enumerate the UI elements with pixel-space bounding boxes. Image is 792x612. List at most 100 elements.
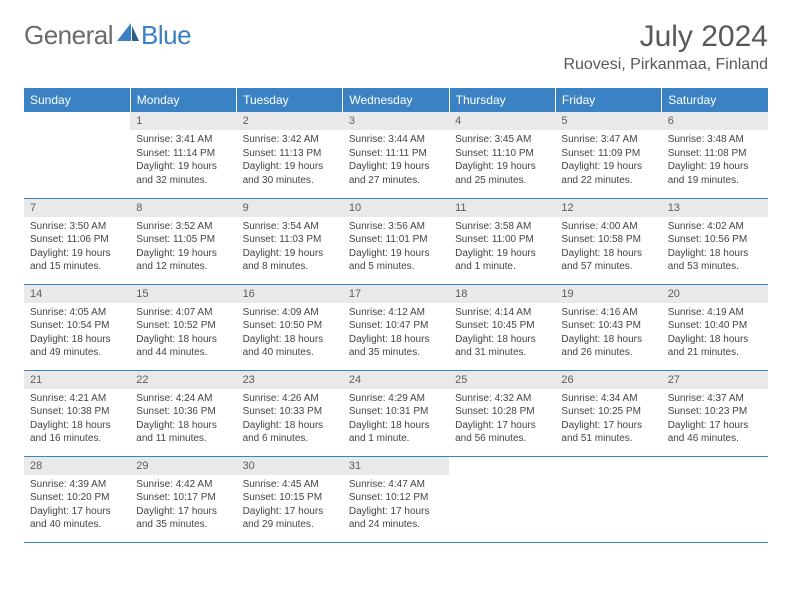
day-number: 31 <box>343 457 449 475</box>
day-details: Sunrise: 4:42 AMSunset: 10:17 PMDaylight… <box>130 475 236 536</box>
sunset-line: Sunset: 11:03 PM <box>243 233 337 247</box>
day-details: Sunrise: 3:44 AMSunset: 11:11 PMDaylight… <box>343 130 449 191</box>
sunrise-line: Sunrise: 4:05 AM <box>30 306 124 320</box>
calendar-day-empty: . <box>24 112 130 198</box>
calendar-day: 29Sunrise: 4:42 AMSunset: 10:17 PMDaylig… <box>130 456 236 542</box>
sunset-line: Sunset: 10:25 PM <box>561 405 655 419</box>
day-details: Sunrise: 3:47 AMSunset: 11:09 PMDaylight… <box>555 130 661 191</box>
daylight-line: Daylight: 18 hours and 31 minutes. <box>455 333 549 360</box>
daylight-line: Daylight: 18 hours and 35 minutes. <box>349 333 443 360</box>
calendar-body: .1Sunrise: 3:41 AMSunset: 11:14 PMDaylig… <box>24 112 768 542</box>
daylight-line: Daylight: 17 hours and 35 minutes. <box>136 505 230 532</box>
daylight-line: Daylight: 18 hours and 1 minute. <box>349 419 443 446</box>
day-number: 30 <box>237 457 343 475</box>
sunset-line: Sunset: 11:14 PM <box>136 147 230 161</box>
day-details: Sunrise: 4:47 AMSunset: 10:12 PMDaylight… <box>343 475 449 536</box>
sunset-line: Sunset: 10:15 PM <box>243 491 337 505</box>
calendar-day: 14Sunrise: 4:05 AMSunset: 10:54 PMDaylig… <box>24 284 130 370</box>
calendar-row: 7Sunrise: 3:50 AMSunset: 11:06 PMDayligh… <box>24 198 768 284</box>
day-number: 9 <box>237 199 343 217</box>
calendar-day: 15Sunrise: 4:07 AMSunset: 10:52 PMDaylig… <box>130 284 236 370</box>
day-details: Sunrise: 3:41 AMSunset: 11:14 PMDaylight… <box>130 130 236 191</box>
day-details: Sunrise: 3:54 AMSunset: 11:03 PMDaylight… <box>237 217 343 278</box>
day-number: 4 <box>449 112 555 130</box>
sunset-line: Sunset: 11:06 PM <box>30 233 124 247</box>
calendar-day: 24Sunrise: 4:29 AMSunset: 10:31 PMDaylig… <box>343 370 449 456</box>
sunset-line: Sunset: 11:09 PM <box>561 147 655 161</box>
calendar-day: 10Sunrise: 3:56 AMSunset: 11:01 PMDaylig… <box>343 198 449 284</box>
sunrise-line: Sunrise: 3:52 AM <box>136 220 230 234</box>
calendar-day: 26Sunrise: 4:34 AMSunset: 10:25 PMDaylig… <box>555 370 661 456</box>
day-number: 28 <box>24 457 130 475</box>
calendar-day: 4Sunrise: 3:45 AMSunset: 11:10 PMDayligh… <box>449 112 555 198</box>
sunset-line: Sunset: 10:45 PM <box>455 319 549 333</box>
sunrise-line: Sunrise: 4:02 AM <box>668 220 762 234</box>
sunrise-line: Sunrise: 4:00 AM <box>561 220 655 234</box>
calendar-day: 6Sunrise: 3:48 AMSunset: 11:08 PMDayligh… <box>662 112 768 198</box>
sunset-line: Sunset: 10:17 PM <box>136 491 230 505</box>
sunset-line: Sunset: 10:33 PM <box>243 405 337 419</box>
day-details: Sunrise: 4:05 AMSunset: 10:54 PMDaylight… <box>24 303 130 364</box>
day-number: 23 <box>237 371 343 389</box>
daylight-line: Daylight: 19 hours and 5 minutes. <box>349 247 443 274</box>
day-number: 2 <box>237 112 343 130</box>
sunset-line: Sunset: 10:31 PM <box>349 405 443 419</box>
sunset-line: Sunset: 10:52 PM <box>136 319 230 333</box>
logo-text-blue: Blue <box>141 20 191 51</box>
day-number: 14 <box>24 285 130 303</box>
day-number: 12 <box>555 199 661 217</box>
sunrise-line: Sunrise: 4:21 AM <box>30 392 124 406</box>
weekday-header: Monday <box>130 88 236 112</box>
day-number: 21 <box>24 371 130 389</box>
day-details: Sunrise: 4:37 AMSunset: 10:23 PMDaylight… <box>662 389 768 450</box>
calendar-row: 14Sunrise: 4:05 AMSunset: 10:54 PMDaylig… <box>24 284 768 370</box>
day-details: Sunrise: 4:39 AMSunset: 10:20 PMDaylight… <box>24 475 130 536</box>
day-number: 15 <box>130 285 236 303</box>
calendar-row: 28Sunrise: 4:39 AMSunset: 10:20 PMDaylig… <box>24 456 768 542</box>
sunrise-line: Sunrise: 4:37 AM <box>668 392 762 406</box>
day-details: Sunrise: 3:56 AMSunset: 11:01 PMDaylight… <box>343 217 449 278</box>
sunrise-line: Sunrise: 4:07 AM <box>136 306 230 320</box>
weekday-header: Friday <box>555 88 661 112</box>
sunset-line: Sunset: 10:47 PM <box>349 319 443 333</box>
day-details: Sunrise: 4:16 AMSunset: 10:43 PMDaylight… <box>555 303 661 364</box>
sunset-line: Sunset: 11:05 PM <box>136 233 230 247</box>
sunset-line: Sunset: 10:28 PM <box>455 405 549 419</box>
sunset-line: Sunset: 10:36 PM <box>136 405 230 419</box>
weekday-header: Tuesday <box>237 88 343 112</box>
day-number: 27 <box>662 371 768 389</box>
sunset-line: Sunset: 11:01 PM <box>349 233 443 247</box>
calendar-day-empty: . <box>449 456 555 542</box>
day-details: Sunrise: 4:00 AMSunset: 10:58 PMDaylight… <box>555 217 661 278</box>
day-details: Sunrise: 4:24 AMSunset: 10:36 PMDaylight… <box>130 389 236 450</box>
daylight-line: Daylight: 19 hours and 30 minutes. <box>243 160 337 187</box>
daylight-line: Daylight: 17 hours and 29 minutes. <box>243 505 337 532</box>
sail-icon <box>117 23 139 41</box>
day-details: Sunrise: 4:09 AMSunset: 10:50 PMDaylight… <box>237 303 343 364</box>
daylight-line: Daylight: 19 hours and 8 minutes. <box>243 247 337 274</box>
day-number: 20 <box>662 285 768 303</box>
calendar-day: 28Sunrise: 4:39 AMSunset: 10:20 PMDaylig… <box>24 456 130 542</box>
day-number: 13 <box>662 199 768 217</box>
calendar-day: 2Sunrise: 3:42 AMSunset: 11:13 PMDayligh… <box>237 112 343 198</box>
calendar-day-empty: . <box>555 456 661 542</box>
weekday-header-row: SundayMondayTuesdayWednesdayThursdayFrid… <box>24 88 768 112</box>
day-number: 19 <box>555 285 661 303</box>
day-details: Sunrise: 3:50 AMSunset: 11:06 PMDaylight… <box>24 217 130 278</box>
day-details: Sunrise: 4:34 AMSunset: 10:25 PMDaylight… <box>555 389 661 450</box>
sunrise-line: Sunrise: 3:48 AM <box>668 133 762 147</box>
month-title: July 2024 <box>563 20 768 54</box>
sunset-line: Sunset: 10:40 PM <box>668 319 762 333</box>
daylight-line: Daylight: 19 hours and 19 minutes. <box>668 160 762 187</box>
daylight-line: Daylight: 19 hours and 22 minutes. <box>561 160 655 187</box>
day-number: 5 <box>555 112 661 130</box>
sunrise-line: Sunrise: 3:54 AM <box>243 220 337 234</box>
day-details: Sunrise: 4:21 AMSunset: 10:38 PMDaylight… <box>24 389 130 450</box>
sunrise-line: Sunrise: 4:16 AM <box>561 306 655 320</box>
day-number: 10 <box>343 199 449 217</box>
sunrise-line: Sunrise: 4:12 AM <box>349 306 443 320</box>
logo-text-general: General <box>24 20 113 51</box>
calendar-day: 9Sunrise: 3:54 AMSunset: 11:03 PMDayligh… <box>237 198 343 284</box>
day-number: 26 <box>555 371 661 389</box>
sunrise-line: Sunrise: 3:45 AM <box>455 133 549 147</box>
